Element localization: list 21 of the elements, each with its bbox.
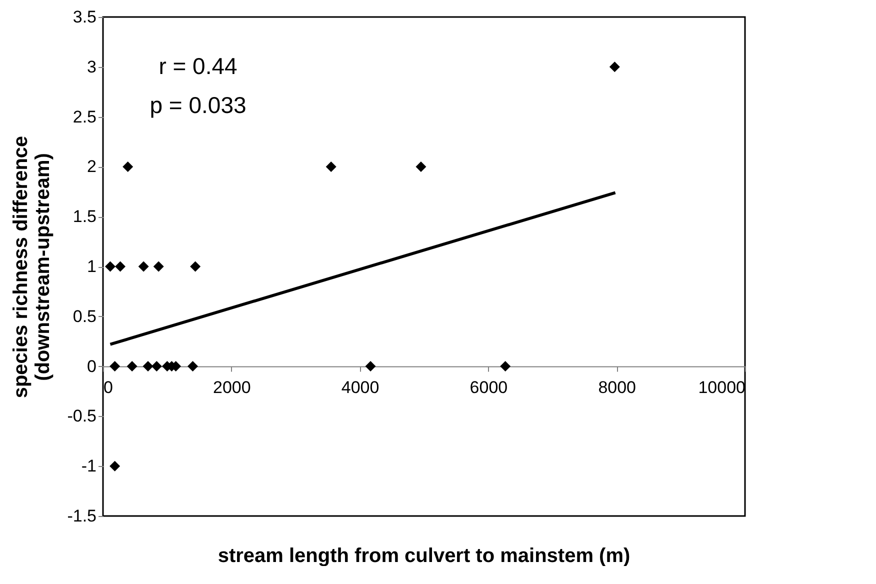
y-tick-label: 2.5	[72, 107, 96, 126]
x-tick-label: 4000	[341, 378, 380, 397]
x-tick-label: 6000	[470, 378, 508, 397]
y-tick-label: 1	[87, 257, 96, 276]
y-tick-label: 1.5	[72, 207, 96, 226]
x-tick-label: 0	[104, 378, 113, 397]
annotation: p = 0.033	[150, 92, 246, 118]
x-tick-label: 2000	[212, 378, 251, 397]
y-tick-label: 3	[87, 57, 96, 76]
y-tick-label: -0.5	[67, 406, 96, 426]
y-tick-label: 2	[87, 157, 96, 176]
y-tick-label: 0.5	[72, 306, 96, 326]
x-axis-title: stream length from culvert to mainstem (m)	[218, 545, 630, 567]
y-tick-label: -1	[81, 456, 96, 476]
y-tick-label: 0	[87, 356, 96, 376]
x-tick-label: 10000	[698, 378, 746, 397]
y-axis-title: species richness difference (downstream-upstream)	[10, 136, 54, 398]
y-tick-label: 3.5	[72, 8, 96, 26]
annotation: r = 0.44	[158, 53, 238, 79]
y-tick-label: -1.5	[67, 506, 96, 526]
x-tick-label: 8000	[598, 378, 636, 397]
